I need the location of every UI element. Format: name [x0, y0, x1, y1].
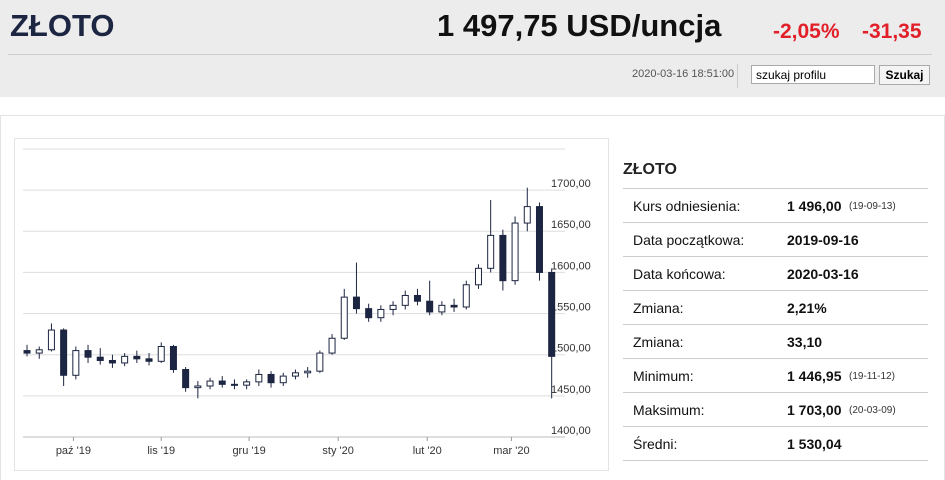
candle-body — [182, 369, 190, 389]
table-border — [623, 460, 928, 461]
x-tick-label: mar '20 — [493, 445, 529, 457]
row-value: 1 446,95 — [787, 368, 842, 384]
y-tick-label: 1650,00 — [551, 219, 591, 231]
separator — [737, 64, 738, 88]
row-label: Zmiana: — [633, 300, 684, 316]
candle-body — [84, 350, 92, 358]
candle-body — [218, 380, 226, 385]
candle-body — [474, 267, 482, 286]
candle-body — [194, 385, 202, 389]
candle-body — [267, 373, 275, 384]
candle-body — [499, 234, 507, 282]
candle-body — [23, 350, 31, 354]
row-label: Minimum: — [633, 368, 694, 384]
candle-body — [304, 370, 312, 374]
change-abs: -31,35 — [862, 20, 922, 43]
row-value: 1 530,04 — [787, 436, 842, 452]
candle-body — [523, 206, 531, 224]
title: ZŁOTO — [10, 8, 115, 43]
row-label: Kurs odniesienia: — [633, 198, 741, 214]
row-label: Data końcowa: — [633, 266, 726, 282]
y-tick-label: 1550,00 — [551, 301, 591, 313]
candle-body — [243, 381, 251, 386]
x-tick-label: gru '19 — [232, 445, 265, 457]
chart-box: 1400,00 1450,00 1500,00 1550,00 1600,00 1650,… — [14, 138, 609, 471]
y-tick-label: 1450,00 — [551, 384, 591, 396]
table-row: Data końcowa: 2020-03-16 — [623, 256, 928, 291]
candle-body — [462, 284, 470, 308]
table-row: Kurs odniesienia: 1 496,00 (19-09-13) — [623, 188, 928, 223]
candle-body — [60, 329, 68, 376]
candle-body — [145, 358, 153, 362]
candle-body — [35, 349, 43, 354]
row-value: 1 703,00 — [787, 402, 842, 418]
search-input[interactable]: szukaj profilu — [751, 65, 875, 84]
row-label: Data początkowa: — [633, 232, 745, 248]
candle-body — [255, 373, 263, 383]
table-row: Zmiana: 2,21% — [623, 290, 928, 325]
y-tick-label: 1500,00 — [551, 343, 591, 355]
x-tick-label: lut '20 — [413, 445, 442, 457]
table-row: Data początkowa: 2019-09-16 — [623, 222, 928, 257]
candle-body — [133, 355, 141, 360]
candle-body — [328, 337, 336, 354]
table-row: Minimum: 1 446,95 (19-11-12) — [623, 358, 928, 393]
row-value: 2,21% — [787, 300, 827, 316]
candle-body — [279, 375, 287, 384]
y-tick-label: 1600,00 — [551, 260, 591, 272]
row-value: 2019-09-16 — [787, 232, 859, 248]
candle-body — [535, 206, 543, 273]
chart: 1400,00 1450,00 1500,00 1550,00 1600,00 1650,… — [23, 148, 591, 457]
candle-body — [157, 345, 165, 362]
search-button[interactable]: Szukaj — [879, 65, 930, 85]
candle-body — [230, 383, 238, 386]
candle-body — [352, 296, 360, 310]
row-note: (19-09-13) — [849, 201, 896, 212]
timestamp: 2020-03-16 18:51:00 — [632, 68, 735, 80]
candle-body — [121, 355, 129, 364]
candle-body — [438, 304, 446, 313]
x-tick-label: paź '19 — [56, 445, 91, 457]
row-value: 2020-03-16 — [787, 266, 859, 282]
row-value: 33,10 — [787, 334, 823, 350]
x-tick-label: sty '20 — [322, 445, 353, 457]
candle-body — [401, 294, 409, 306]
y-tick-label: 1700,00 — [551, 178, 591, 190]
candle-body — [511, 222, 519, 282]
x-tick-label: lis '19 — [147, 445, 175, 457]
candle-body — [377, 308, 385, 319]
row-note: (19-11-12) — [849, 371, 895, 382]
candle-body — [316, 352, 324, 372]
candle-body — [548, 271, 556, 357]
table-row: Średni: 1 530,04 — [623, 426, 928, 461]
row-value: 1 496,00 — [787, 198, 842, 214]
candle-body — [426, 300, 434, 313]
candle-body — [365, 308, 373, 319]
candle-body — [108, 359, 116, 364]
table-row: Zmiana: 33,10 — [623, 324, 928, 359]
candle-body — [389, 304, 397, 310]
candle-body — [340, 296, 348, 339]
row-label: Zmiana: — [633, 334, 684, 350]
candle-body — [47, 329, 55, 351]
candle-body — [413, 294, 421, 302]
candle-body — [487, 234, 495, 269]
candle-body — [72, 350, 80, 376]
candle-body — [291, 372, 299, 377]
row-note: (20-03-09) — [849, 405, 896, 416]
candle-body — [169, 345, 177, 371]
separator — [8, 54, 932, 55]
row-label: Średni: — [633, 436, 678, 452]
candle-body — [450, 304, 458, 308]
y-tick-label: 1400,00 — [551, 425, 591, 437]
price: 1 497,75 USD/uncja — [437, 8, 722, 43]
table-row: Maksimum: 1 703,00 (20-03-09) — [623, 392, 928, 427]
change-pct: -2,05% — [773, 20, 840, 43]
table-title: ZŁOTO — [623, 161, 677, 178]
row-label: Maksimum: — [633, 402, 705, 418]
candle-body — [96, 356, 104, 361]
candle-body — [206, 380, 214, 387]
